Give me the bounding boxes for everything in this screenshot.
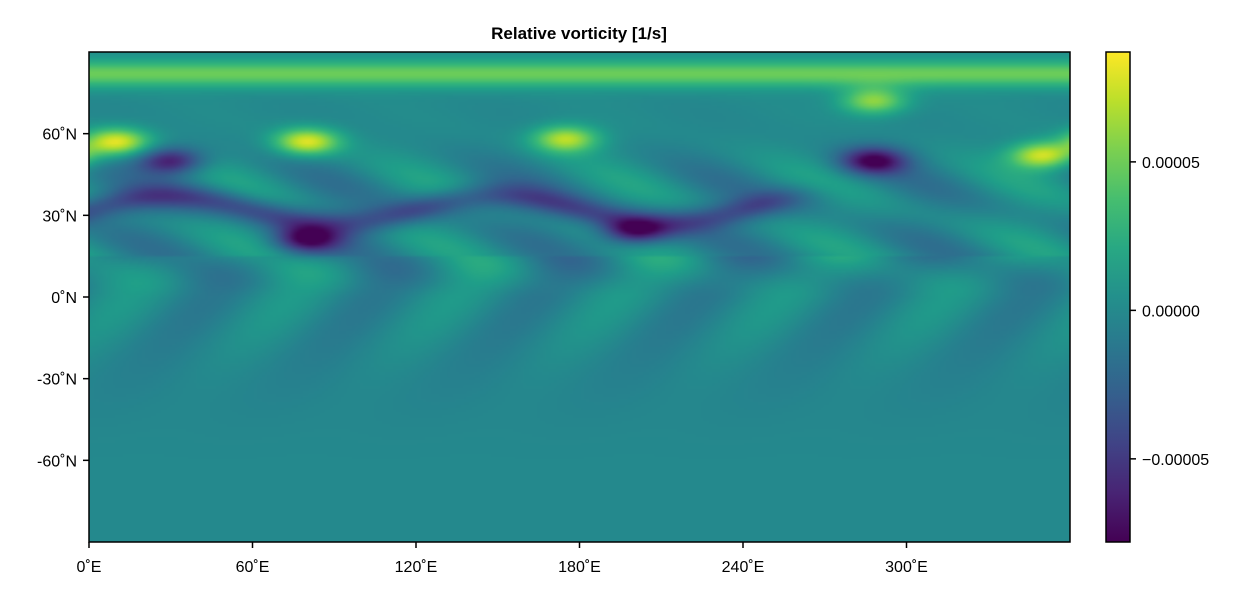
x-tick-label: 180˚E — [558, 559, 601, 576]
x-tick-label: 300˚E — [885, 559, 928, 576]
x-tick-label: 60˚E — [236, 559, 270, 576]
y-tick-label: 30˚N — [42, 208, 77, 225]
y-tick-label: 60˚N — [42, 127, 77, 144]
x-tick-label: 0˚E — [77, 559, 102, 576]
y-axis: 60˚N 30˚N 0˚N -30˚N -60˚N — [37, 127, 89, 470]
colorbar-axis: 0.00005 0.00000 −0.00005 — [1130, 155, 1209, 469]
colorbar-tick-label: 0.00000 — [1142, 303, 1200, 320]
colorbar-tick-label: 0.00005 — [1142, 155, 1200, 172]
vorticity-heatmap — [89, 52, 1070, 542]
x-axis: 0˚E 60˚E 120˚E 180˚E 240˚E 300˚E — [77, 542, 928, 576]
y-tick-label: -30˚N — [37, 372, 77, 389]
y-tick-label: 0˚N — [51, 290, 77, 307]
y-tick-label: -60˚N — [37, 453, 77, 470]
colorbar — [1106, 52, 1130, 542]
colorbar-tick-label: −0.00005 — [1142, 452, 1209, 469]
x-tick-label: 240˚E — [722, 559, 765, 576]
x-tick-label: 120˚E — [395, 559, 438, 576]
chart-title: Relative vorticity [1/s] — [491, 24, 667, 43]
colorbar-frame — [1105, 51, 1131, 543]
